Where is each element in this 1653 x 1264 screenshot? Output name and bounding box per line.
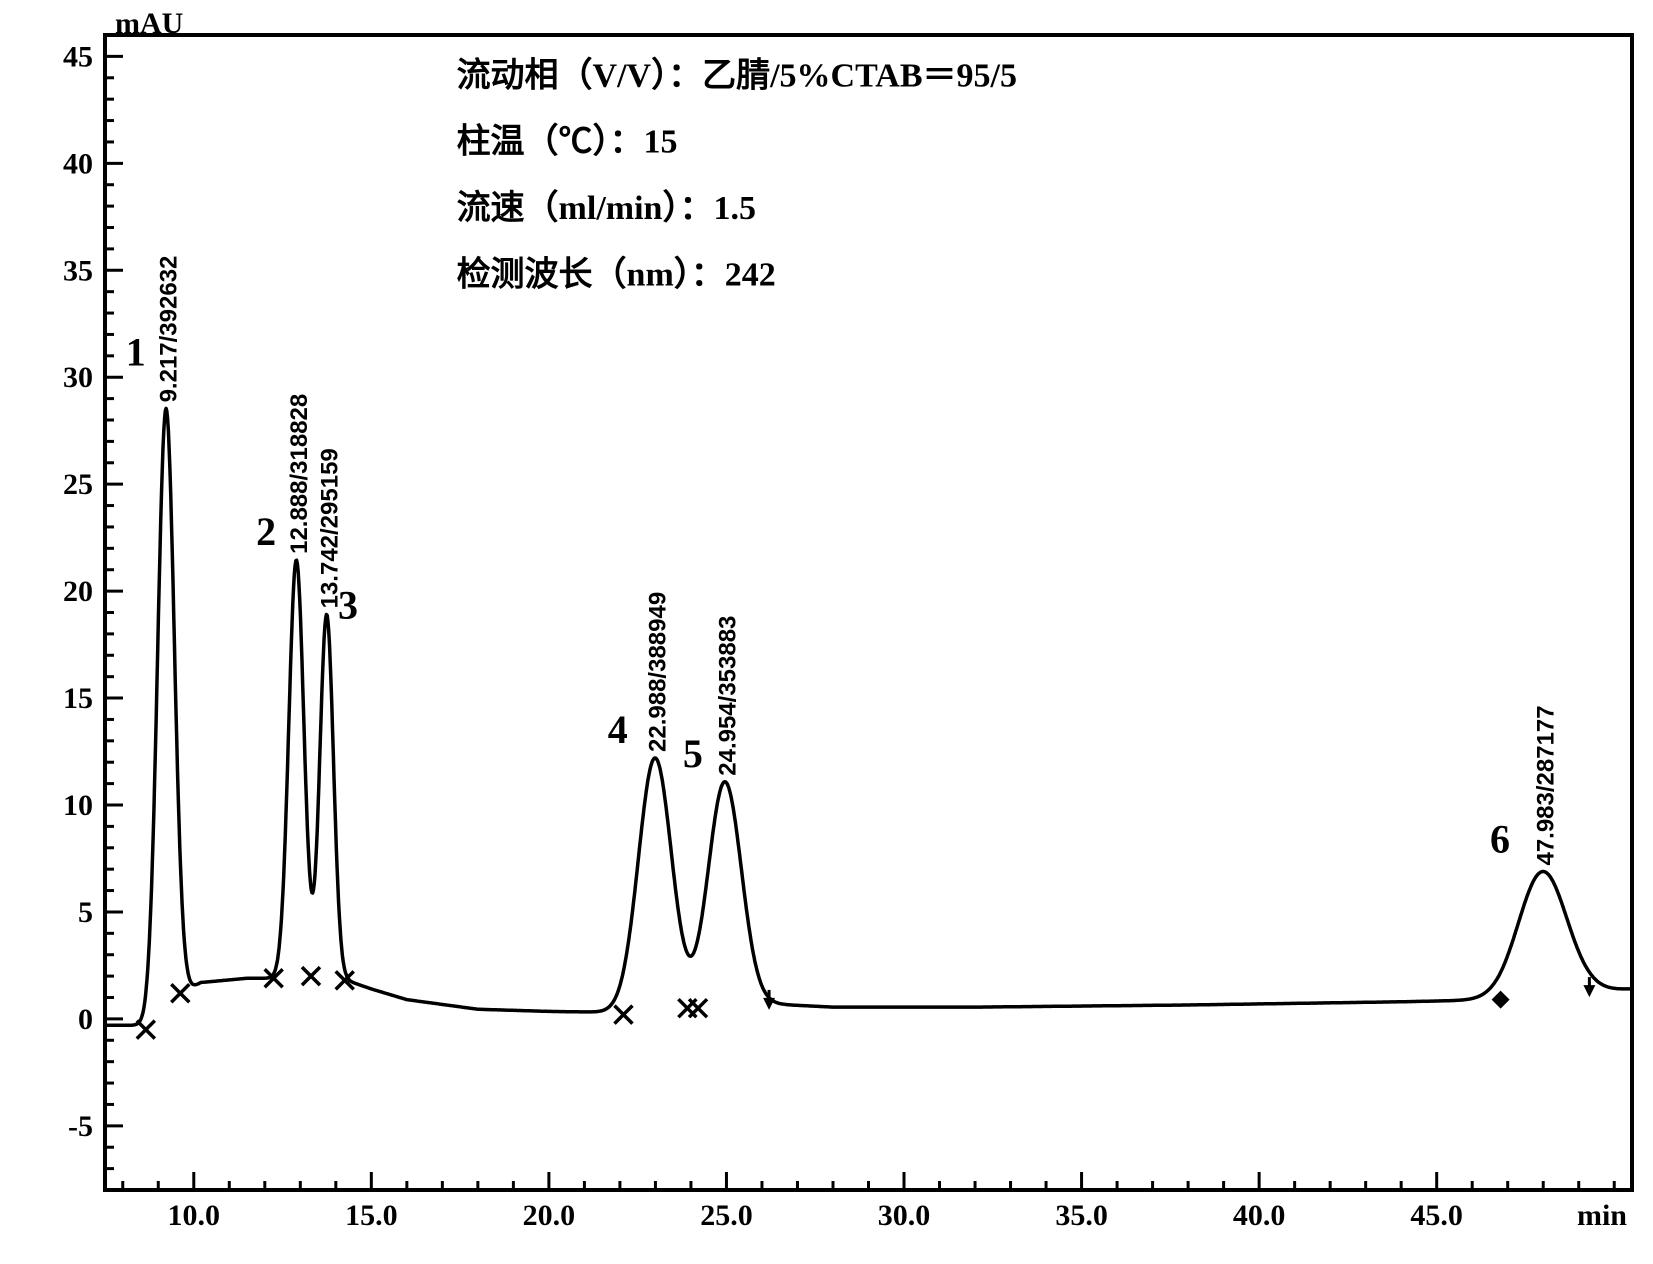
peak-label-text: 12.888/318828	[286, 394, 313, 554]
y-tick-label: 15	[63, 682, 93, 715]
peak-number: 4	[608, 707, 628, 752]
chart-svg: -5051015202530354045mAU10.015.020.025.03…	[0, 0, 1653, 1264]
x-tick-label: 35.0	[1055, 1199, 1108, 1232]
x-tick-label: 10.0	[168, 1199, 221, 1232]
peak-number: 5	[683, 731, 703, 776]
marker-arrow	[763, 998, 775, 1010]
y-tick-label: 35	[63, 254, 93, 287]
x-tick-label: 30.0	[878, 1199, 931, 1232]
x-tick-label: 45.0	[1410, 1199, 1463, 1232]
peak-number: 6	[1490, 816, 1510, 861]
y-tick-label: 40	[63, 147, 93, 180]
peak-number: 1	[126, 330, 146, 375]
peak-number: 2	[256, 509, 276, 554]
y-tick-label: 10	[63, 789, 93, 822]
conditions-line: 检测波长（nm）：242	[457, 254, 776, 293]
x-tick-label: 40.0	[1233, 1199, 1286, 1232]
peak-label: 9.217/392632	[156, 256, 183, 403]
x-tick-label: 25.0	[700, 1199, 753, 1232]
peak-label: 22.988/388949	[645, 592, 672, 752]
marker-diamond	[1492, 991, 1510, 1009]
y-tick-label: 25	[63, 468, 93, 501]
x-tick-label: 15.0	[345, 1199, 398, 1232]
y-tick-label: 5	[78, 896, 93, 929]
peak-label-text: 24.954/353883	[714, 616, 741, 776]
peak-label: 12.888/318828	[286, 394, 313, 554]
peak-label: 13.742/295159	[316, 448, 343, 608]
peak-label-text: 9.217/392632	[156, 256, 183, 403]
y-tick-label: 45	[63, 40, 93, 73]
plot-frame	[105, 35, 1632, 1190]
y-tick-label: 30	[63, 361, 93, 394]
peak-label: 47.983/287177	[1532, 705, 1559, 865]
peak-label: 24.954/353883	[714, 616, 741, 776]
marker-arrow	[1583, 985, 1595, 997]
y-axis-label: mAU	[115, 7, 183, 40]
conditions-line: 流速（ml/min）：1.5	[457, 188, 756, 227]
conditions-line: 流动相（V/V）：乙腈/5%CTAB＝95/5	[457, 55, 1017, 94]
x-tick-label: 20.0	[523, 1199, 576, 1232]
chromatogram-chart: -5051015202530354045mAU10.015.020.025.03…	[0, 0, 1653, 1264]
y-tick-label: -5	[68, 1110, 93, 1143]
peak-label-text: 22.988/388949	[645, 592, 672, 752]
peak-label-text: 47.983/287177	[1532, 705, 1559, 865]
x-axis-label: min	[1577, 1199, 1627, 1232]
peak-label-text: 13.742/295159	[316, 448, 343, 608]
conditions-line: 柱温（℃）：15	[457, 122, 678, 161]
y-tick-label: 20	[63, 575, 93, 608]
y-tick-label: 0	[78, 1003, 93, 1036]
